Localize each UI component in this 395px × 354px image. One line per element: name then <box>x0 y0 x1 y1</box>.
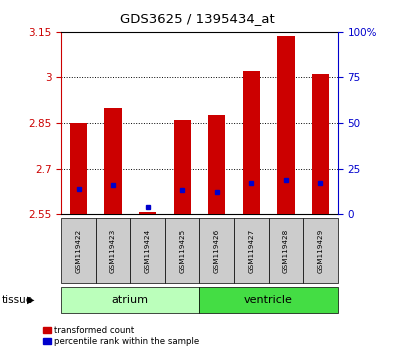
Text: tissue: tissue <box>2 295 33 305</box>
Bar <box>312 74 329 214</box>
Text: ▶: ▶ <box>27 295 34 305</box>
Bar <box>173 120 191 214</box>
Text: GSM119427: GSM119427 <box>248 228 254 273</box>
Legend: transformed count, percentile rank within the sample: transformed count, percentile rank withi… <box>40 322 203 350</box>
Text: GSM119426: GSM119426 <box>214 228 220 273</box>
Text: GSM119429: GSM119429 <box>318 228 324 273</box>
Bar <box>104 108 122 214</box>
Bar <box>277 36 295 214</box>
Bar <box>208 115 226 214</box>
Text: GSM119423: GSM119423 <box>110 228 116 273</box>
Bar <box>70 123 87 214</box>
Bar <box>243 72 260 214</box>
Text: GSM119428: GSM119428 <box>283 228 289 273</box>
Text: GSM119422: GSM119422 <box>75 228 81 273</box>
Text: GSM119425: GSM119425 <box>179 228 185 273</box>
Text: atrium: atrium <box>112 295 149 305</box>
Bar <box>139 212 156 214</box>
Text: GSM119424: GSM119424 <box>145 228 150 273</box>
Text: ventricle: ventricle <box>244 295 293 305</box>
Text: GDS3625 / 1395434_at: GDS3625 / 1395434_at <box>120 12 275 25</box>
